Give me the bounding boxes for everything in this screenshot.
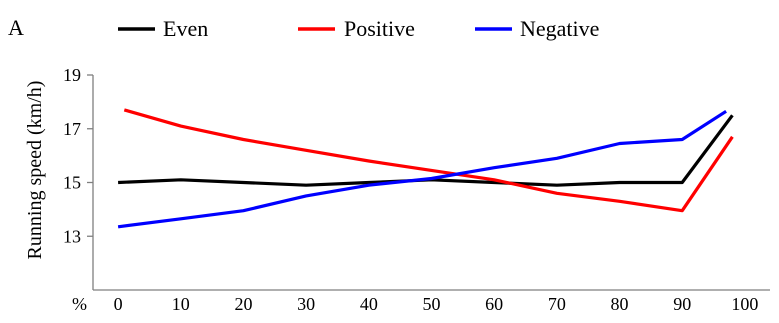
series-line-even: [118, 114, 734, 187]
x-axis-ticks: 0 10 20 30 40 50 60 70 80 90 100: [114, 294, 759, 314]
x-tick-label: 80: [611, 294, 629, 314]
x-tick-label: 40: [360, 294, 378, 314]
x-tick-label: 70: [548, 294, 566, 314]
x-tick-label: 30: [297, 294, 315, 314]
series-line-negative: [117, 109, 727, 229]
panel-label: A: [8, 15, 24, 40]
x-tick-label: 10: [172, 294, 190, 314]
y-tick-label: 15: [63, 173, 81, 193]
legend-label-even: Even: [163, 16, 208, 41]
x-tick-label: 90: [673, 294, 691, 314]
legend-label-negative: Negative: [520, 16, 599, 41]
legend-label-positive: Positive: [344, 16, 415, 41]
x-tick-label: 0: [114, 294, 123, 314]
x-tick-label: 20: [234, 294, 252, 314]
x-tick-label: 100: [731, 294, 758, 314]
series-lines: [117, 108, 734, 229]
y-tick-label: 17: [63, 119, 81, 139]
x-tick-label: 60: [485, 294, 503, 314]
chart-legend: Even Positive Negative: [118, 16, 599, 41]
y-tick-label: 19: [63, 65, 81, 85]
x-axis-label: %: [72, 294, 87, 314]
series-line-positive: [123, 108, 734, 213]
y-tick-label: 13: [63, 226, 81, 246]
y-axis-ticks: 13 15 17 19: [63, 65, 93, 246]
x-tick-label: 50: [423, 294, 441, 314]
y-axis-label: Running speed (km/h): [24, 81, 46, 260]
